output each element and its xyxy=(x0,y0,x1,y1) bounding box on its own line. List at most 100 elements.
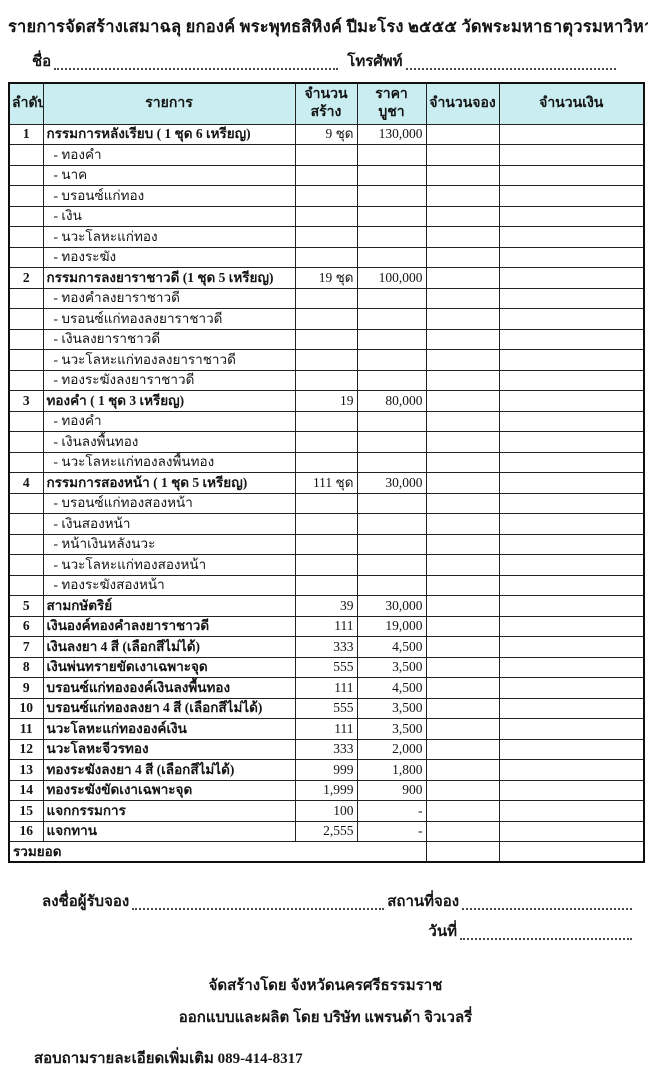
cell-amount xyxy=(498,656,645,678)
cell-price: - xyxy=(356,820,427,842)
cell-qty-made xyxy=(294,246,358,268)
cell-qty-made xyxy=(294,144,358,166)
item-sub-row: - นวะโลหะแก่ทอง xyxy=(8,226,645,248)
cell-qty-made xyxy=(294,369,358,391)
cell-qty-reserved xyxy=(425,492,500,514)
cell-item-name: ทองระฆังขัดเงาเฉพาะจุด xyxy=(42,779,296,801)
cell-qty-reserved xyxy=(425,123,500,145)
cell-no: 11 xyxy=(8,718,44,740)
cell-amount xyxy=(498,390,645,412)
cell-price: 80,000 xyxy=(356,390,427,412)
cell-price xyxy=(356,349,427,371)
cell-amount xyxy=(498,492,645,514)
cell-price xyxy=(356,410,427,432)
item-sub-row: - นวะโลหะแก่ทองลงยาราชาวดี xyxy=(8,349,645,371)
cell-no xyxy=(8,369,44,391)
cell-qty-made xyxy=(294,164,358,186)
total-reserved-cell xyxy=(425,841,500,863)
cell-qty-reserved xyxy=(425,554,500,576)
cell-qty-made: 111 xyxy=(294,615,358,637)
name-phone-line: ชื่อ โทรศัพท์ xyxy=(32,49,619,73)
cell-no xyxy=(8,533,44,555)
item-sub-row: - บรอนซ์แก่ทองลงยาราชาวดี xyxy=(8,308,645,330)
cell-no xyxy=(8,492,44,514)
cell-price: - xyxy=(356,800,427,822)
designed-by-line: ออกแบบและผลิต โดย บริษัท แพรนด้า จิวเวลร… xyxy=(178,1010,473,1026)
cell-qty-made: 9 ชุด xyxy=(294,123,358,145)
cell-amount xyxy=(498,349,645,371)
cell-qty-made: 555 xyxy=(294,697,358,719)
cell-qty-reserved xyxy=(425,328,500,350)
signer-label: ลงชื่อผู้รับจอง xyxy=(42,894,130,910)
cell-price xyxy=(356,492,427,514)
item-sub-row: - เงินลงพื้นทอง xyxy=(8,431,645,453)
name-label: ชื่อ xyxy=(32,54,52,70)
cell-qty-made xyxy=(294,533,358,555)
cell-qty-reserved xyxy=(425,595,500,617)
cell-qty-made xyxy=(294,287,358,309)
cell-price xyxy=(356,431,427,453)
cell-item-name: - เงินลงพื้นทอง xyxy=(42,431,296,453)
cell-price xyxy=(356,451,427,473)
cell-item-name: - ทองระฆังสองหน้า xyxy=(42,574,296,596)
cell-qty-made: 1,999 xyxy=(294,779,358,801)
cell-qty-made: 999 xyxy=(294,759,358,781)
item-row: 7 เงินลงยา 4 สี (เลือกสีไม่ได้) 333 4,500 xyxy=(8,636,645,658)
cell-no xyxy=(8,574,44,596)
cell-price xyxy=(356,369,427,391)
cell-no xyxy=(8,328,44,350)
cell-no: 6 xyxy=(8,615,44,637)
cell-no xyxy=(8,308,44,330)
cell-qty-reserved xyxy=(425,369,500,391)
cell-amount xyxy=(498,759,645,781)
cell-price xyxy=(356,308,427,330)
cell-item-name: - นวะโลหะแก่ทองลงยาราชาวดี xyxy=(42,349,296,371)
item-row: 9 บรอนซ์แก่ทององค์เงินลงพื้นทอง 111 4,500 xyxy=(8,677,645,699)
cell-no xyxy=(8,349,44,371)
cell-no xyxy=(8,513,44,535)
cell-qty-reserved xyxy=(425,574,500,596)
cell-item-name: - หน้าเงินหลังนวะ xyxy=(42,533,296,555)
cell-qty-made: 2,555 xyxy=(294,820,358,842)
cell-item-name: - นวะโลหะแก่ทองสองหน้า xyxy=(42,554,296,576)
cell-amount xyxy=(498,451,645,473)
cell-item-name: - เงิน xyxy=(42,205,296,227)
table-body: 1 กรรมการหลังเรียบ ( 1 ชุด 6 เหรียญ) 9 ชุด… xyxy=(8,123,645,842)
cell-qty-made: 111 xyxy=(294,677,358,699)
cell-amount xyxy=(498,472,645,494)
cell-qty-reserved xyxy=(425,718,500,740)
cell-qty-reserved xyxy=(425,205,500,227)
phone-fill-line xyxy=(405,68,616,70)
cell-item-name: เงินพ่นทรายขัดเงาเฉพาะจุด xyxy=(42,656,296,678)
cell-price xyxy=(356,287,427,309)
table-header: ลำดับ รายการ จำนวน สร้าง ราคา บูชา จำนวน… xyxy=(8,82,645,125)
total-row: รวมยอด xyxy=(8,841,645,863)
cell-item-name: แจกทาน xyxy=(42,820,296,842)
contact-line: สอบถามรายละเอียดเพิ่มเติม 089-414-8317 xyxy=(34,1051,303,1067)
cell-price xyxy=(356,533,427,555)
cell-price: 30,000 xyxy=(356,472,427,494)
cell-price: 30,000 xyxy=(356,595,427,617)
cell-item-name: - เงินสองหน้า xyxy=(42,513,296,535)
table-footer: รวมยอด xyxy=(8,841,645,863)
date-fill-line xyxy=(460,938,632,940)
item-row: 11 นวะโลหะแก่ทององค์เงิน 111 3,500 xyxy=(8,718,645,740)
cell-qty-reserved xyxy=(425,636,500,658)
signature-fill-line xyxy=(132,908,385,910)
cell-qty-reserved xyxy=(425,164,500,186)
order-table: ลำดับ รายการ จำนวน สร้าง ราคา บูชา จำนวน… xyxy=(8,82,645,863)
cell-qty-made: 100 xyxy=(294,800,358,822)
cell-item-name: กรรมการสองหน้า ( 1 ชุด 5 เหรียญ) xyxy=(42,472,296,494)
cell-no xyxy=(8,431,44,453)
cell-amount xyxy=(498,574,645,596)
cell-amount xyxy=(498,636,645,658)
cell-no: 8 xyxy=(8,656,44,678)
cell-item-name: แจกกรรมการ xyxy=(42,800,296,822)
date-label: วันที่ xyxy=(428,924,457,940)
cell-amount xyxy=(498,369,645,391)
cell-amount xyxy=(498,123,645,145)
cell-price: 4,500 xyxy=(356,677,427,699)
item-row: 6 เงินองค์ทองคำลงยาราชาวดี 111 19,000 xyxy=(8,615,645,637)
cell-qty-reserved xyxy=(425,267,500,289)
